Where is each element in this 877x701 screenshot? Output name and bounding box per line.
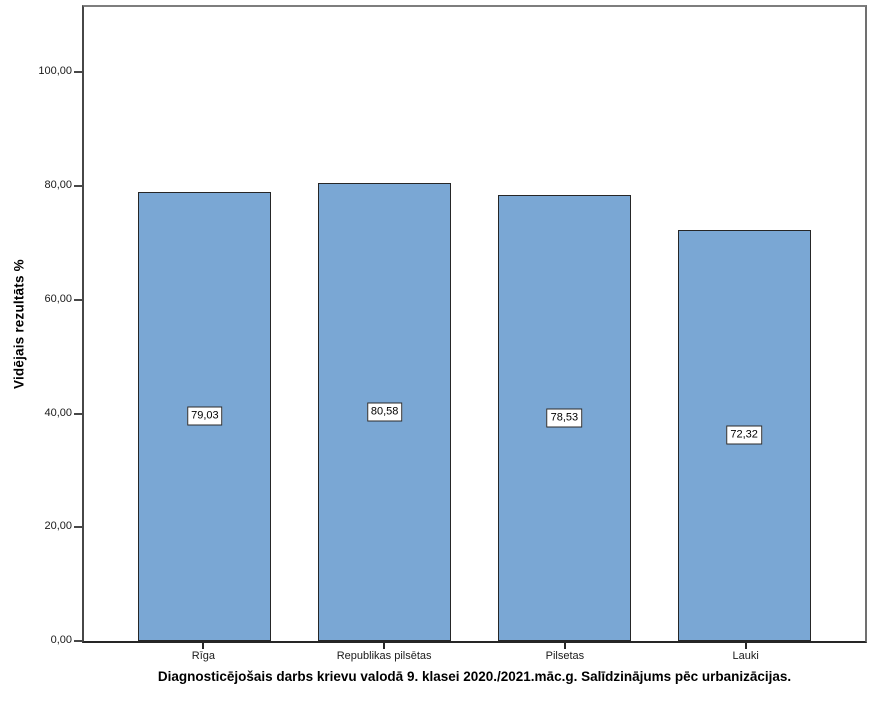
bar-slot: 78,53 xyxy=(475,7,655,641)
bar-3: 78,53 xyxy=(497,194,631,641)
x-tick-label: Rīga xyxy=(191,650,215,662)
y-tick-mark xyxy=(74,640,82,642)
x-axis-cell: Republikas pilsētas xyxy=(294,643,475,662)
y-tick-label: 20,00 xyxy=(44,520,72,533)
bar-1: 79,03 xyxy=(138,191,272,641)
y-tick-mark xyxy=(74,412,82,415)
bar-value-label: 72,32 xyxy=(726,425,762,445)
plot-area: 79,03 80,58 78,53 72,32 xyxy=(82,5,867,643)
bar-slot: 72,32 xyxy=(654,7,834,641)
x-axis-cell: Lauki xyxy=(655,643,836,662)
x-axis-cell: Rīga xyxy=(113,643,294,662)
bar-4: 72,32 xyxy=(677,229,811,641)
bar-value-label: 79,03 xyxy=(187,406,223,426)
x-axis-cell: Pilsetas xyxy=(475,643,656,662)
y-tick-mark xyxy=(74,526,82,529)
x-axis-ticks: Rīga Republikas pilsētas Pilsetas Lauki xyxy=(82,643,867,662)
x-tick-label: Republikas pilsētas xyxy=(336,650,432,662)
y-tick-label: 0,00 xyxy=(50,634,72,646)
chart-title: Diagnosticējošais darbs krievu valodā 9.… xyxy=(157,669,792,684)
x-tick-label: Lauki xyxy=(732,650,759,662)
y-tick-mark xyxy=(74,185,82,188)
bars-row: 79,03 80,58 78,53 72,32 xyxy=(84,7,865,641)
bar-value-label: 80,58 xyxy=(366,402,403,422)
y-tick-mark xyxy=(74,71,82,74)
bar-2: 80,58 xyxy=(318,182,452,641)
x-tick-label: Pilsetas xyxy=(545,650,585,662)
bar-slot: 79,03 xyxy=(115,7,295,641)
y-tick-label: 80,00 xyxy=(44,179,72,192)
x-tick-mark xyxy=(202,643,205,649)
x-tick-mark xyxy=(744,643,747,649)
x-tick-mark xyxy=(563,643,566,649)
bar-slot: 80,58 xyxy=(295,7,475,641)
y-tick-mark xyxy=(74,298,82,301)
y-tick-label: 100,00 xyxy=(38,65,72,78)
bar-value-label: 78,53 xyxy=(546,408,583,428)
x-tick-mark xyxy=(383,643,386,649)
y-tick-label: 40,00 xyxy=(44,406,72,419)
y-axis-title: Vidējais rezultāts % xyxy=(11,259,27,389)
y-tick-label: 60,00 xyxy=(44,292,72,305)
